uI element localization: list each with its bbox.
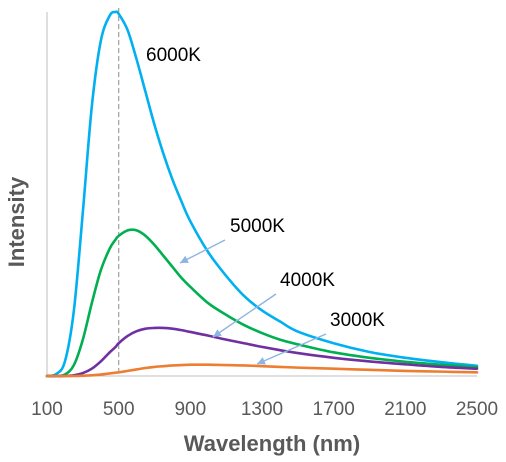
annotation-arrow-line-4000k — [212, 293, 277, 338]
series-line-4000k — [45, 326, 479, 378]
annotation-arrowhead-3000k — [257, 357, 266, 365]
x-tick-label: 2100 — [384, 399, 426, 420]
series-line-5000k — [45, 228, 479, 378]
y-axis-title: Intensity — [4, 176, 29, 267]
plot-area — [46, 12, 477, 377]
series-line-6000k — [45, 10, 479, 378]
x-tick-label: 2500 — [456, 399, 498, 420]
x-tick-label: 100 — [31, 399, 63, 420]
x-tick-label: 1700 — [313, 399, 355, 420]
annotation-arrows — [179, 239, 327, 365]
annotation-label-4000k: 4000K — [280, 270, 335, 291]
annotation-label-3000k: 3000K — [330, 310, 385, 331]
series-group — [45, 10, 479, 378]
x-axis-title: Wavelength (nm) — [184, 431, 360, 456]
annotation-arrowhead-5000k — [180, 255, 189, 263]
x-tick-label: 900 — [174, 399, 206, 420]
x-tick-label: 1300 — [241, 399, 283, 420]
x-tick-label: 500 — [103, 399, 135, 420]
x-tick-labels: 100 500 900 1300 1700 2100 2500 — [31, 399, 498, 420]
annotation-label-6000k: 6000K — [146, 45, 201, 66]
annotation-arrow-line-5000k — [179, 239, 226, 264]
annotation-labels: 6000K 5000K 4000K 3000K — [146, 45, 385, 331]
annotation-arrow-line-3000k — [256, 333, 327, 365]
annotation-arrowhead-4000k — [213, 329, 222, 337]
series-line-3000k — [45, 363, 479, 378]
annotation-label-5000k: 5000K — [230, 216, 285, 237]
